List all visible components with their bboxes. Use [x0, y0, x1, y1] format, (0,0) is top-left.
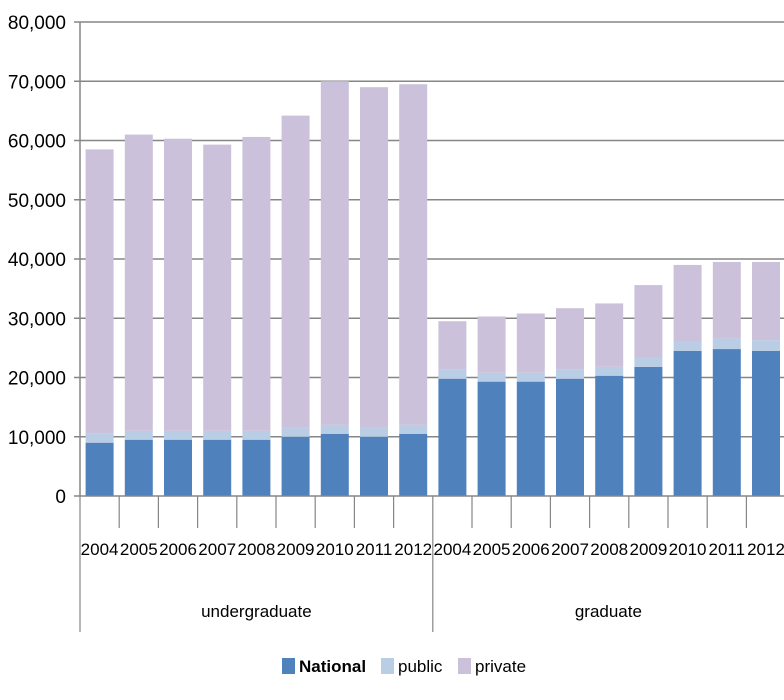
- bar-segment-private: [399, 84, 428, 425]
- y-tick-label: 30,000: [8, 309, 66, 330]
- bar-segment-national: [477, 381, 506, 496]
- bar-segment-national: [595, 375, 624, 496]
- bar-segment-private: [634, 285, 663, 358]
- legend-swatch-private: [458, 658, 471, 674]
- x-tick-label: 2007: [198, 540, 236, 559]
- bar-segment-national: [634, 366, 663, 496]
- y-tick-label: 70,000: [8, 72, 66, 93]
- legend-label-public: public: [398, 657, 443, 676]
- x-tick-label: 2011: [356, 540, 393, 559]
- x-tick-label: 2010: [316, 540, 354, 559]
- legend: National public private: [282, 657, 526, 676]
- group-label: graduate: [575, 602, 642, 621]
- bar-segment-private: [281, 115, 310, 428]
- bar-segment-private: [556, 308, 584, 370]
- bar-segment-public: [752, 340, 780, 351]
- x-tick-label: 2005: [473, 540, 511, 559]
- bar-segment-private: [477, 316, 506, 373]
- bar-segment-national: [399, 433, 428, 496]
- bar-segment-public: [438, 369, 467, 379]
- y-tick-label: 50,000: [8, 191, 66, 212]
- bar-segment-national: [281, 436, 310, 496]
- bar-segment-public: [477, 372, 506, 382]
- bar-segment-private: [752, 261, 780, 341]
- bar-segment-national: [556, 378, 584, 496]
- y-tick-label: 40,000: [8, 250, 66, 271]
- bar-segment-national: [242, 439, 271, 496]
- x-tick-label: 2006: [159, 540, 197, 559]
- bar-segment-private: [164, 138, 192, 431]
- bar-segment-private: [124, 134, 153, 431]
- x-tick-label: 2012: [747, 540, 784, 559]
- bar-segment-private: [712, 261, 741, 339]
- bar-segment-public: [242, 430, 271, 440]
- bar-segment-public: [281, 427, 310, 437]
- bar-segment-public: [360, 427, 388, 437]
- bar-segment-private: [85, 149, 114, 434]
- group-label: undergraduate: [201, 602, 312, 621]
- bar-segment-national: [752, 350, 780, 496]
- bar-segment-public: [595, 366, 624, 376]
- bar-segment-private: [438, 321, 467, 370]
- bar-segment-national: [164, 439, 192, 496]
- x-tick-label: 2005: [120, 540, 158, 559]
- bar-segment-private: [320, 81, 349, 425]
- x-tick-label: 2012: [394, 540, 432, 559]
- bar-segment-public: [85, 433, 114, 443]
- bar-segment-national: [320, 433, 349, 496]
- axes: [74, 21, 784, 632]
- x-tick-label: 2009: [629, 540, 667, 559]
- bar-segment-private: [595, 303, 624, 367]
- bar-segment-public: [556, 369, 584, 379]
- bar-segment-national: [673, 350, 702, 496]
- x-tick-label: 2008: [590, 540, 628, 559]
- y-tick-label: 80,000: [8, 13, 66, 34]
- bar-segment-public: [399, 424, 428, 434]
- bar-segment-national: [438, 378, 467, 496]
- bars: [85, 81, 780, 496]
- bar-segment-public: [712, 338, 741, 350]
- bar-segment-private: [242, 136, 271, 431]
- bar-segment-national: [712, 349, 741, 496]
- y-tick-label: 60,000: [8, 132, 66, 153]
- x-tick-label: 2004: [81, 540, 119, 559]
- axis-labels: 0 10,000 20,000 30,000 40,000 50,000 60,000 70,…: [8, 13, 784, 621]
- bar-segment-public: [164, 430, 192, 440]
- y-tick-label: 20,000: [8, 369, 66, 390]
- x-tick-label: 2006: [512, 540, 550, 559]
- gridlines: [80, 21, 784, 438]
- bar-segment-private: [203, 144, 232, 431]
- bar-segment-public: [203, 430, 232, 440]
- legend-label-private: private: [475, 657, 526, 676]
- bar-segment-national: [203, 439, 232, 496]
- legend-swatch-public: [381, 658, 394, 674]
- bar-segment-national: [360, 436, 388, 496]
- x-tick-label: 2008: [237, 540, 275, 559]
- legend-label-national: National: [299, 657, 366, 676]
- x-tick-label: 2010: [669, 540, 707, 559]
- bar-segment-public: [673, 341, 702, 351]
- bar-segment-public: [634, 357, 663, 367]
- x-tick-label: 2009: [277, 540, 315, 559]
- bar-segment-national: [85, 442, 114, 496]
- bar-segment-national: [124, 439, 153, 496]
- bar-segment-national: [516, 381, 545, 496]
- legend-swatch-national: [282, 658, 295, 674]
- bar-segment-public: [124, 430, 153, 440]
- bar-segment-private: [360, 87, 388, 428]
- y-tick-label: 0: [55, 487, 66, 508]
- x-tick-label: 2004: [433, 540, 471, 559]
- x-tick-label: 2007: [551, 540, 589, 559]
- y-tick-label: 10,000: [8, 428, 66, 449]
- bar-segment-public: [516, 372, 545, 382]
- x-tick-label: 2011: [709, 540, 746, 559]
- bar-segment-private: [516, 313, 545, 373]
- bar-segment-public: [320, 424, 349, 434]
- bar-segment-private: [673, 264, 702, 342]
